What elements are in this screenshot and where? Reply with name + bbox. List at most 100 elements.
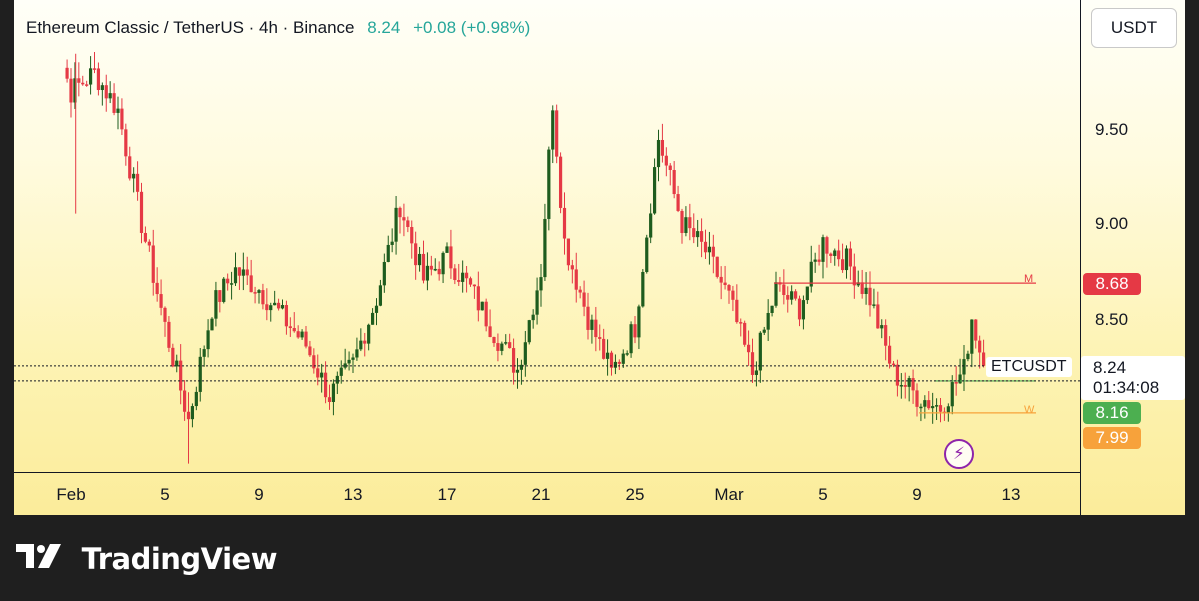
candle-body — [355, 349, 359, 358]
time-tick: 21 — [531, 485, 551, 504]
candle-body — [813, 259, 817, 262]
candle-body — [237, 267, 242, 276]
candle-body — [578, 289, 582, 293]
candle-body — [472, 284, 477, 287]
candle-body — [723, 282, 727, 286]
candle-body — [696, 231, 700, 238]
candle-body — [880, 325, 884, 329]
candle-body — [840, 259, 845, 271]
candle-body — [257, 290, 261, 293]
candle-body — [386, 244, 390, 262]
candle-body — [492, 337, 496, 344]
candle-body — [85, 84, 89, 86]
candle-body — [163, 307, 167, 322]
candle-body — [668, 165, 672, 171]
candle-body — [746, 344, 751, 353]
currency-selector[interactable]: USDT — [1091, 8, 1177, 48]
candle-body — [504, 342, 508, 344]
chart-panel[interactable]: Ethereum Classic / TetherUS · 4h · Binan… — [14, 0, 1185, 515]
candle-body — [226, 278, 230, 284]
price-axis[interactable]: USDT 9.50 9.00 8.50 8.68 8.24 01:34:08 8… — [1080, 0, 1185, 515]
candle-body — [339, 367, 343, 376]
current-price-label: 8.24 01:34:08 — [1081, 356, 1185, 400]
candle-body — [801, 300, 806, 320]
candle-body — [680, 210, 684, 233]
candle-body — [88, 68, 93, 85]
candle-body — [586, 306, 590, 330]
candle-body — [77, 78, 81, 83]
lightning-icon[interactable]: ⚡︎ — [944, 439, 974, 469]
candle-body — [895, 364, 900, 386]
candle-body — [555, 110, 559, 157]
price-tick: 8.50 — [1095, 310, 1129, 329]
candle-body — [265, 304, 269, 311]
candle-body — [558, 156, 563, 208]
level-l-price-label: 8.16 — [1083, 402, 1141, 424]
price-chart[interactable] — [14, 0, 1080, 472]
time-tick: 9 — [254, 485, 264, 504]
time-axis[interactable]: Feb 5 9 13 17 21 25 Mar 5 9 13 — [14, 472, 1080, 515]
candle-body — [774, 282, 778, 306]
candle-body — [179, 360, 183, 391]
candle-body — [821, 237, 825, 262]
current-price: 8.24 — [1093, 358, 1127, 377]
candle-body — [417, 253, 422, 266]
candle-body — [464, 272, 469, 279]
candle-body — [676, 194, 680, 211]
candle-body — [652, 167, 657, 214]
candle-body — [394, 207, 398, 242]
candle-body — [511, 348, 516, 373]
candle-body — [739, 322, 743, 324]
candle-body — [132, 173, 136, 179]
candle-body — [245, 269, 249, 276]
candle-body — [703, 241, 708, 253]
candle-body — [249, 275, 253, 293]
candle-body — [92, 68, 97, 70]
tradingview-brand[interactable]: TradingView — [16, 540, 278, 576]
candle-body — [167, 321, 171, 348]
candle-body — [715, 256, 719, 277]
candle-body — [551, 110, 555, 150]
candle-body — [143, 232, 148, 242]
candle-body — [269, 305, 273, 311]
candle-body — [445, 246, 449, 253]
candle-body — [523, 342, 527, 365]
candle-body — [829, 253, 833, 256]
candle-body — [406, 220, 410, 228]
candle-body — [182, 390, 187, 412]
candle-body — [390, 241, 394, 245]
candle-body — [374, 305, 379, 313]
candle-body — [382, 261, 386, 286]
candle-body — [288, 326, 292, 329]
candle-body — [359, 340, 363, 350]
symbol-title: Ethereum Classic / TetherUS · 4h · Binan… — [26, 18, 355, 37]
candle-body — [233, 267, 238, 284]
candle-body — [582, 292, 586, 307]
candle-body — [844, 248, 849, 271]
level-m-tag: M — [1024, 273, 1034, 285]
time-tick: Feb — [56, 485, 86, 504]
candle-body — [899, 385, 903, 387]
time-tick: 25 — [625, 485, 645, 504]
candle-body — [508, 342, 512, 349]
candle-body — [304, 331, 308, 347]
candle-body — [312, 355, 316, 369]
candle-body — [790, 291, 794, 300]
candle-body — [750, 352, 755, 375]
candle-body — [480, 301, 484, 311]
candle-body — [594, 319, 598, 338]
candle-body — [762, 329, 766, 333]
time-tick: 13 — [343, 485, 363, 504]
candle-body — [782, 284, 786, 296]
candle-body — [735, 299, 739, 323]
candle-body — [570, 265, 574, 270]
candle-body — [116, 108, 120, 113]
price-change: +0.08 (+0.98%) — [413, 18, 531, 37]
candle-body — [664, 155, 668, 166]
candle-body — [605, 352, 610, 359]
candle-body — [218, 290, 222, 302]
candle-body — [175, 360, 179, 367]
candle-body — [202, 349, 206, 357]
candle-body — [69, 78, 73, 103]
candle-body — [120, 108, 124, 130]
